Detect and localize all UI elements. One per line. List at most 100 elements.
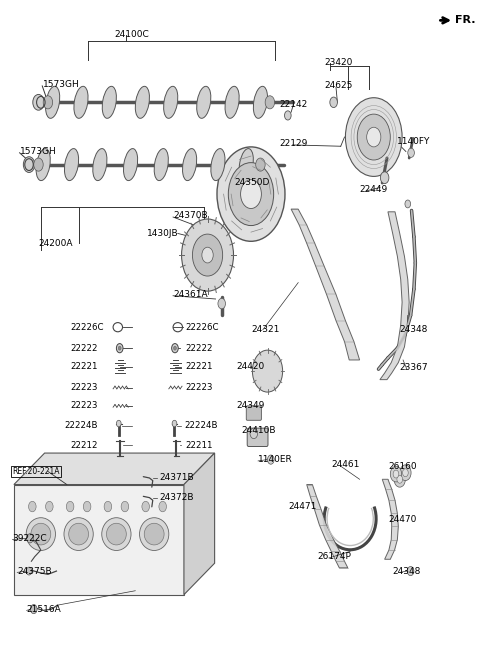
- Circle shape: [357, 114, 390, 160]
- Circle shape: [172, 344, 178, 353]
- Text: 39222C: 39222C: [12, 533, 47, 543]
- Circle shape: [174, 346, 176, 350]
- Ellipse shape: [64, 148, 79, 181]
- Text: 1140ER: 1140ER: [258, 455, 293, 464]
- Text: 22211: 22211: [185, 441, 212, 449]
- Text: 22222: 22222: [185, 344, 212, 353]
- Text: 1430JB: 1430JB: [147, 229, 179, 238]
- Ellipse shape: [102, 86, 116, 118]
- Circle shape: [34, 158, 43, 171]
- Text: 24625: 24625: [324, 81, 352, 91]
- Text: 24349: 24349: [237, 401, 265, 411]
- Circle shape: [172, 420, 177, 427]
- Circle shape: [240, 179, 262, 208]
- Text: REF.20-221A: REF.20-221A: [12, 467, 60, 476]
- Circle shape: [367, 127, 381, 147]
- Circle shape: [390, 466, 402, 482]
- Ellipse shape: [182, 148, 197, 181]
- Circle shape: [228, 163, 274, 225]
- Text: 21516A: 21516A: [27, 604, 61, 614]
- Ellipse shape: [197, 86, 211, 118]
- Text: 23367: 23367: [400, 363, 428, 373]
- Circle shape: [408, 148, 414, 158]
- Text: 24350D: 24350D: [234, 179, 270, 187]
- Ellipse shape: [239, 148, 253, 181]
- Text: 22223: 22223: [71, 383, 98, 392]
- Circle shape: [121, 501, 129, 512]
- Polygon shape: [382, 480, 398, 559]
- Circle shape: [380, 172, 389, 183]
- Ellipse shape: [211, 148, 225, 181]
- Circle shape: [397, 476, 403, 484]
- FancyBboxPatch shape: [246, 406, 262, 420]
- FancyBboxPatch shape: [247, 428, 268, 447]
- Circle shape: [118, 346, 121, 350]
- Ellipse shape: [144, 523, 164, 545]
- Ellipse shape: [253, 86, 267, 118]
- Text: 24348: 24348: [393, 566, 421, 576]
- Text: 24200A: 24200A: [38, 238, 73, 248]
- Text: 24372B: 24372B: [159, 493, 193, 502]
- Circle shape: [30, 604, 37, 614]
- Text: 22224B: 22224B: [64, 421, 98, 430]
- Circle shape: [24, 157, 35, 173]
- Polygon shape: [307, 484, 348, 568]
- Ellipse shape: [164, 86, 178, 118]
- Circle shape: [116, 420, 121, 427]
- Ellipse shape: [107, 523, 126, 545]
- Circle shape: [84, 501, 91, 512]
- Text: 1573GH: 1573GH: [43, 80, 80, 89]
- Circle shape: [116, 344, 123, 353]
- Circle shape: [217, 147, 285, 241]
- Text: 22129: 22129: [279, 139, 308, 148]
- Text: 22224B: 22224B: [184, 421, 217, 430]
- Text: 24370B: 24370B: [173, 212, 208, 220]
- Circle shape: [26, 567, 32, 575]
- Ellipse shape: [31, 523, 51, 545]
- Circle shape: [104, 501, 112, 512]
- Circle shape: [218, 298, 226, 309]
- Text: 22212: 22212: [71, 441, 98, 449]
- Text: 1140FY: 1140FY: [397, 137, 431, 146]
- Circle shape: [394, 472, 406, 487]
- Text: 26160: 26160: [388, 462, 417, 470]
- Ellipse shape: [69, 523, 88, 545]
- Circle shape: [66, 501, 74, 512]
- Text: 24348: 24348: [400, 325, 428, 334]
- Circle shape: [267, 455, 274, 464]
- Circle shape: [28, 501, 36, 512]
- Ellipse shape: [140, 518, 169, 551]
- Circle shape: [256, 158, 265, 171]
- Text: 24100C: 24100C: [114, 30, 149, 39]
- Text: 23420: 23420: [324, 58, 352, 68]
- Text: 22142: 22142: [279, 100, 308, 109]
- Text: 24361A: 24361A: [173, 290, 208, 299]
- Text: 22223: 22223: [185, 383, 212, 392]
- Circle shape: [265, 96, 275, 109]
- Ellipse shape: [135, 86, 149, 118]
- Ellipse shape: [46, 86, 60, 118]
- Text: 24420: 24420: [237, 362, 265, 371]
- Polygon shape: [14, 453, 215, 484]
- Circle shape: [252, 350, 283, 392]
- Circle shape: [159, 501, 167, 512]
- Ellipse shape: [225, 86, 239, 118]
- Circle shape: [405, 200, 410, 208]
- Ellipse shape: [154, 148, 168, 181]
- Text: 24375B: 24375B: [17, 566, 52, 576]
- Text: 24470: 24470: [388, 516, 416, 524]
- Ellipse shape: [26, 518, 56, 551]
- Ellipse shape: [93, 148, 107, 181]
- Text: 22221: 22221: [71, 362, 98, 371]
- Ellipse shape: [36, 148, 50, 181]
- Circle shape: [27, 533, 33, 543]
- Polygon shape: [184, 453, 215, 595]
- Ellipse shape: [102, 518, 131, 551]
- Circle shape: [285, 111, 291, 120]
- Circle shape: [408, 566, 414, 576]
- Text: 26174P: 26174P: [317, 552, 351, 561]
- Circle shape: [400, 465, 411, 481]
- Circle shape: [202, 247, 213, 263]
- Text: 22226C: 22226C: [185, 323, 218, 332]
- Circle shape: [142, 501, 149, 512]
